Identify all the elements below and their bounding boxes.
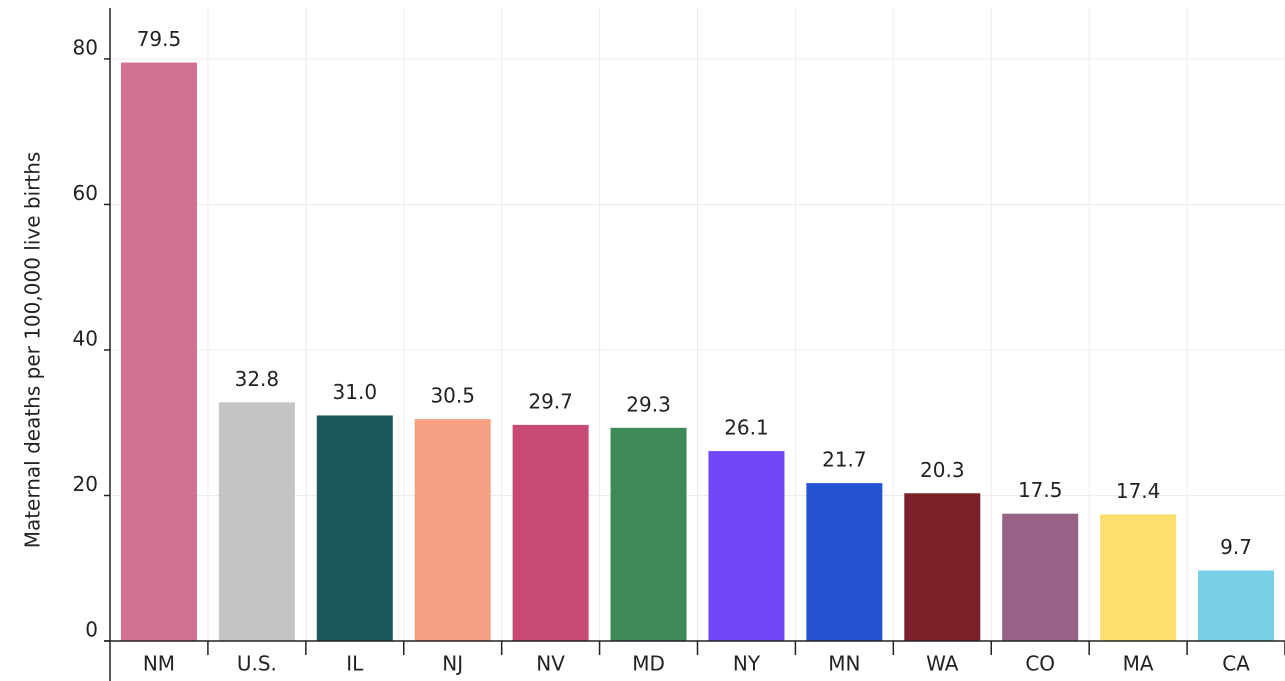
bar: [512, 424, 589, 641]
data-label: 29.7: [528, 389, 573, 413]
x-tick-label: CO: [1025, 652, 1055, 676]
data-label: 31.0: [333, 380, 378, 404]
x-tick-label: U.S.: [237, 652, 277, 676]
bar: [904, 493, 981, 641]
bar: [316, 415, 393, 641]
bar: [610, 427, 687, 641]
data-label: 30.5: [430, 384, 475, 408]
data-label: 29.3: [626, 392, 671, 416]
bar: [414, 419, 491, 641]
data-label: 9.7: [1220, 535, 1252, 559]
bar: [1002, 513, 1079, 641]
bar: [1198, 570, 1275, 641]
x-tick-label: MD: [632, 652, 665, 676]
x-tick-label: NY: [733, 652, 761, 676]
x-tick-label: WA: [926, 652, 959, 676]
y-tick-label: 0: [85, 618, 98, 642]
x-tick-label: IL: [346, 652, 364, 676]
x-tick-label: CA: [1222, 652, 1250, 676]
data-label: 20.3: [920, 458, 965, 482]
bar: [218, 402, 295, 641]
x-tick-label: MA: [1123, 652, 1154, 676]
y-axis-label: Maternal deaths per 100,000 live births: [21, 152, 45, 549]
bar: [1100, 514, 1177, 641]
bar: [806, 483, 883, 641]
x-tick-label: NM: [143, 652, 175, 676]
x-tick-label: MN: [828, 652, 860, 676]
y-tick-label: 40: [73, 326, 98, 350]
y-tick-label: 20: [73, 472, 98, 496]
y-tick-label: 60: [73, 181, 98, 205]
x-tick-label: NJ: [442, 652, 463, 676]
data-label: 17.5: [1018, 478, 1063, 502]
data-label: 21.7: [822, 448, 867, 472]
data-label: 17.4: [1116, 479, 1161, 503]
y-tick-label: 80: [73, 35, 98, 59]
data-label: 26.1: [724, 416, 769, 440]
data-label: 79.5: [137, 27, 182, 51]
bar: [120, 62, 197, 641]
bar: [708, 451, 785, 641]
data-label: 32.8: [235, 367, 280, 391]
x-tick-label: NV: [536, 652, 565, 676]
